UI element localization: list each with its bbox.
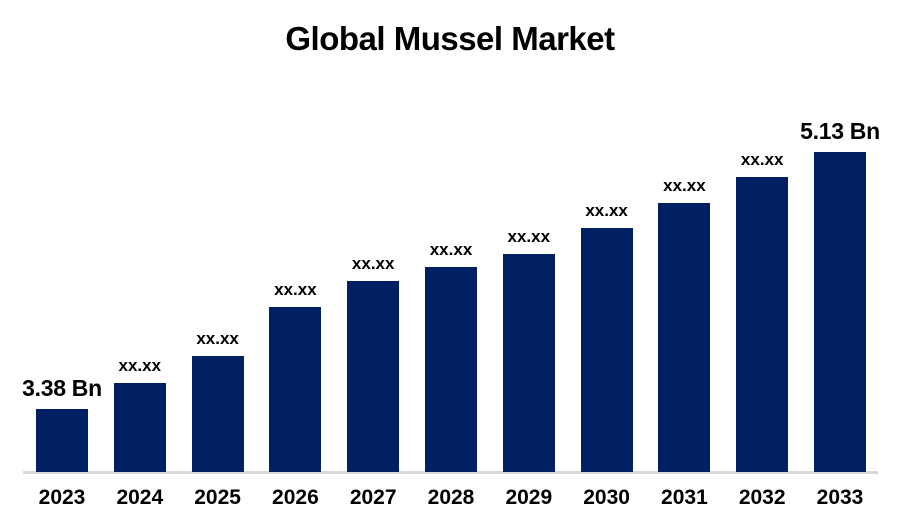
value-label-2024: xx.xx [118, 356, 162, 375]
bar-2029 [502, 254, 555, 472]
bar-2024 [113, 383, 166, 472]
x-axis-label-2023: 2023 [38, 486, 86, 509]
bar-2033 [814, 152, 866, 472]
x-axis-label-2031: 2031 [661, 486, 708, 509]
value-label-2030: xx.xx [585, 201, 628, 220]
value-label-2026: xx.xx [274, 280, 317, 299]
bar-2023 [36, 409, 88, 472]
x-axis-label-2030: 2030 [583, 486, 630, 509]
value-label-2025: xx.xx [196, 329, 239, 348]
x-axis-line [23, 471, 878, 474]
x-axis-label-2025: 2025 [194, 486, 241, 509]
value-label-2033: 5.13 Bn [800, 118, 880, 144]
bar-2026 [269, 307, 322, 472]
value-label-2028: xx.xx [429, 240, 473, 259]
x-axis-label-2028: 2028 [427, 486, 475, 509]
bar-2031 [658, 203, 711, 472]
chart-title: Global Mussel Market [285, 20, 615, 57]
bar-2030 [580, 228, 633, 472]
x-axis-label-2027: 2027 [349, 486, 397, 509]
value-label-2031: xx.xx [663, 176, 706, 195]
value-label-2027: xx.xx [351, 254, 395, 273]
bar-2028 [425, 267, 477, 472]
x-axis-label-2033: 2033 [816, 486, 864, 509]
bar-2025 [191, 356, 244, 472]
bar-2032 [736, 177, 789, 472]
x-axis-label-2029: 2029 [505, 486, 553, 509]
x-axis-label-2026: 2026 [272, 486, 319, 509]
value-label-2029: xx.xx [507, 227, 551, 246]
x-axis-label-2032: 2032 [738, 486, 786, 509]
value-label-2032: xx.xx [740, 150, 784, 169]
value-label-2023: 3.38 Bn [22, 375, 102, 401]
x-axis-label-2024: 2024 [116, 486, 164, 509]
bar-2027 [347, 281, 400, 472]
